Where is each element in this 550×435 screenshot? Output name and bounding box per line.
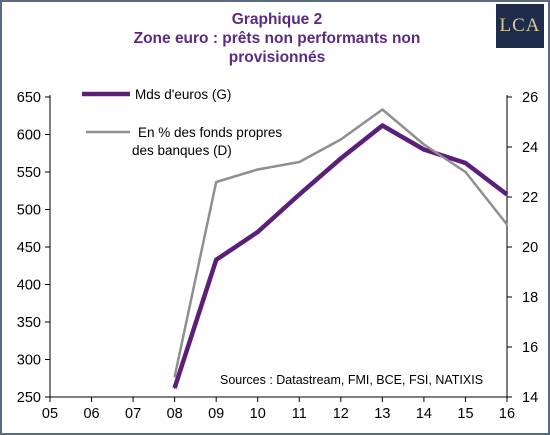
chart-title-line-2: Zone euro : prêts non performants non	[133, 30, 421, 47]
y-right-tick-label: 14	[522, 390, 538, 406]
x-tick-label: 12	[333, 406, 349, 422]
data-point-pct-fonds-propres	[173, 376, 176, 378]
data-point-pct-fonds-propres	[506, 223, 508, 226]
y-left-tick-label: 350	[17, 315, 41, 331]
data-point-pct-fonds-propres	[464, 171, 467, 173]
y-left-tick-label: 650	[17, 90, 41, 106]
data-point-mds-euros	[423, 148, 425, 151]
x-tick-label: 16	[499, 406, 515, 422]
x-tick-label: 10	[250, 406, 266, 422]
y-left-tick-label: 550	[17, 165, 41, 181]
data-point-mds-euros	[464, 162, 467, 164]
y-left-tick-label: 500	[17, 203, 41, 219]
legend-label-pct-fonds-propres-line-1: En % des fonds propres	[138, 125, 282, 140]
data-point-mds-euros	[173, 387, 176, 389]
y-left-tick-label: 600	[17, 128, 41, 144]
data-point-mds-euros	[381, 124, 384, 127]
y-right-tick-label: 24	[522, 140, 538, 156]
y-right-tick-label: 20	[522, 240, 538, 256]
chart-lines	[172, 108, 509, 389]
chart-title-line-3: provisionnés	[228, 49, 326, 66]
sources-annotation: Sources : Datastream, FMI, BCE, FSI, NAT…	[220, 373, 483, 387]
chart-title-line-1: Graphique 2	[231, 11, 323, 28]
data-point-mds-euros	[340, 157, 342, 160]
y-left-tick-label: 300	[17, 353, 41, 369]
y-left-tick-label: 450	[17, 240, 41, 256]
data-point-pct-fonds-propres	[340, 138, 342, 141]
data-point-pct-fonds-propres	[298, 161, 301, 163]
x-tick-label: 11	[292, 406, 307, 422]
y-right-tick-label: 18	[522, 290, 538, 306]
series-line-mds-euros	[172, 123, 509, 389]
legend-label-pct-fonds-propres-line-2: des banques (D)	[132, 143, 232, 158]
y-left-tick-label: 250	[17, 390, 41, 406]
x-tick-label: 07	[125, 406, 141, 422]
data-point-pct-fonds-propres	[381, 108, 384, 111]
y-right-tick-label: 16	[522, 340, 538, 356]
x-tick-label: 05	[42, 406, 58, 422]
y-left-tick-label: 400	[17, 278, 41, 294]
x-tick-label: 06	[83, 406, 99, 422]
data-point-mds-euros	[215, 258, 217, 261]
x-tick-label: 09	[208, 406, 224, 422]
y-right-tick-label: 22	[522, 190, 538, 206]
x-tick-label: 14	[416, 406, 432, 422]
x-tick-label: 15	[457, 406, 473, 422]
data-point-pct-fonds-propres	[256, 168, 259, 171]
data-point-mds-euros	[506, 193, 508, 196]
data-point-mds-euros	[298, 193, 301, 196]
x-tick-label: 13	[374, 406, 390, 422]
data-point-pct-fonds-propres	[423, 143, 425, 146]
legend-label-mds-euros: Mds d'euros (G)	[135, 87, 231, 102]
chart-title: Graphique 2 Zone euro : prêts non perfor…	[62, 10, 492, 67]
chart-axes: 250 300 350 400 450 500 550 600 650 14 16 18 20 22 24 2…	[17, 90, 538, 422]
logo-text: LCA	[499, 15, 541, 36]
data-point-mds-euros	[256, 231, 259, 233]
y-right-tick-label: 26	[522, 90, 538, 106]
lca-logo: LCA	[496, 4, 544, 48]
chart-legend: Mds d'euros (G) En % des fonds propres des…	[82, 87, 282, 158]
data-point-pct-fonds-propres	[215, 181, 217, 183]
x-tick-label: 08	[167, 406, 183, 422]
